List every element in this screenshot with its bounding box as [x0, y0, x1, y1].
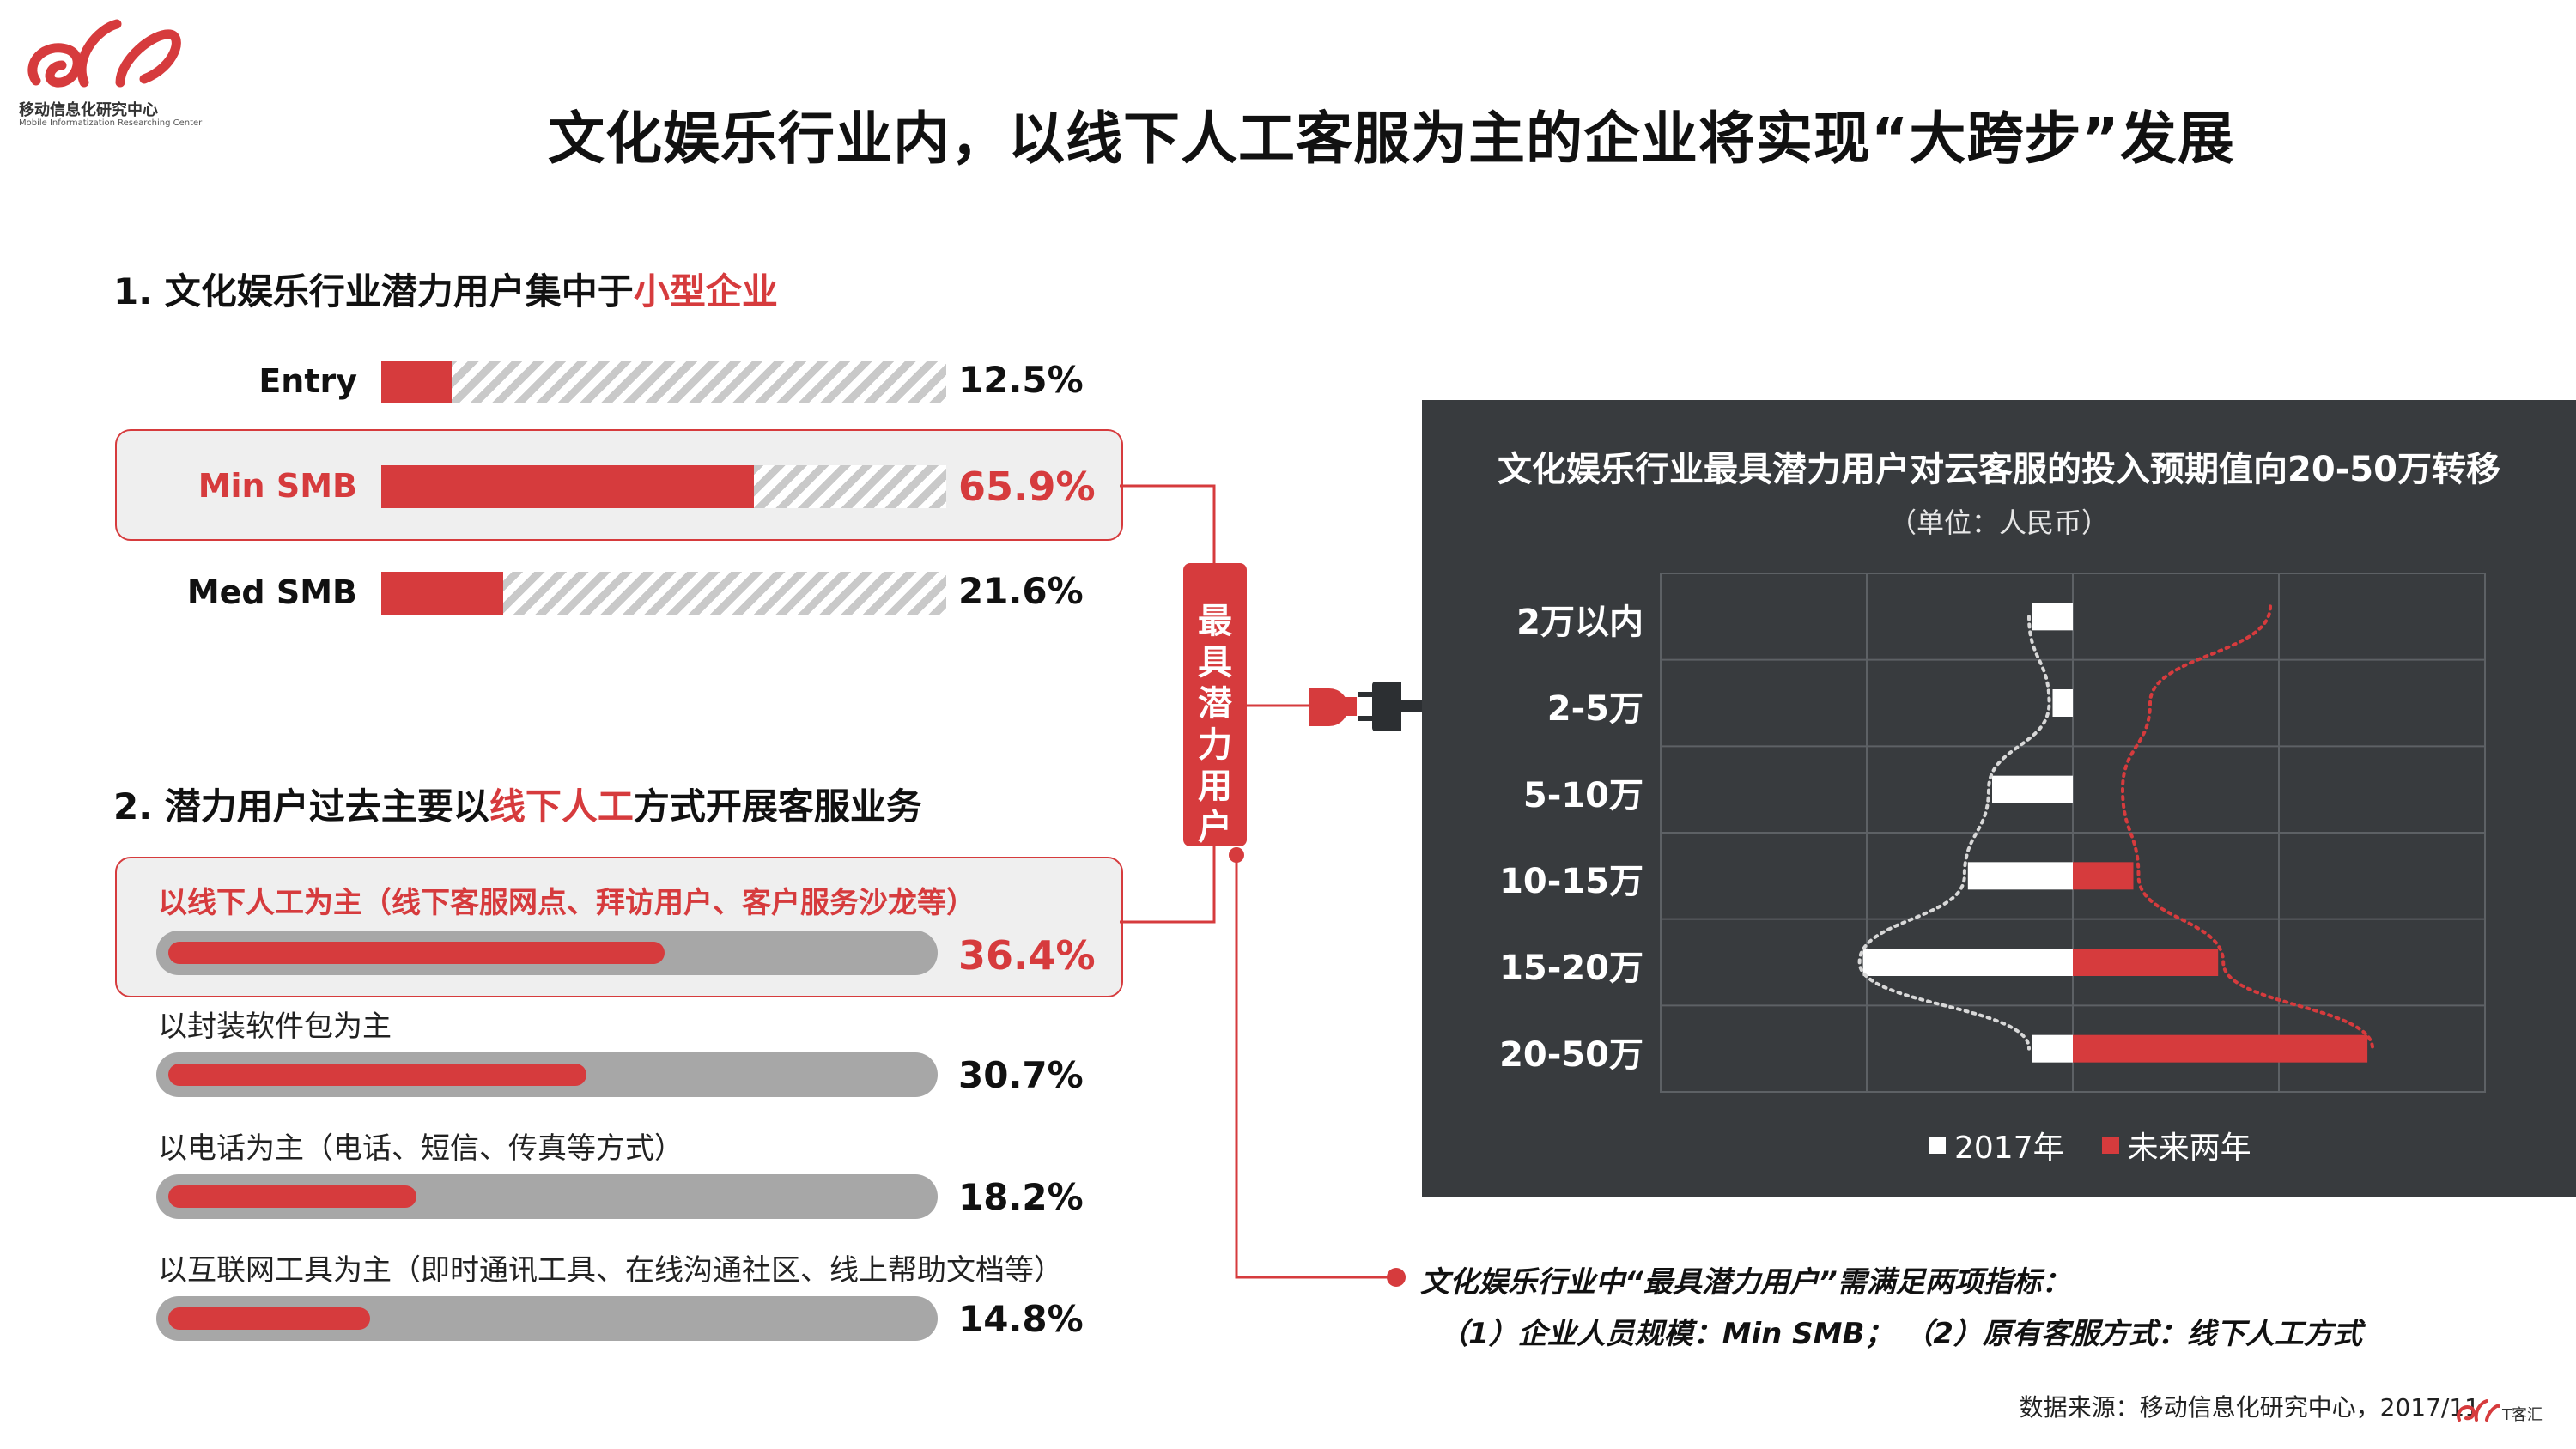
section2-bar-track	[156, 1052, 938, 1097]
section2-bar-value: 14.8%	[958, 1298, 1084, 1340]
bar-2017	[1992, 775, 2073, 803]
chart-panel: 文化娱乐行业最具潜力用户对云客服的投入预期值向20-50万转移 （单位：人民币）…	[1422, 400, 2576, 1197]
bar-2017	[1967, 862, 2073, 890]
chart-category-label: 5-10万	[1522, 775, 1643, 815]
section1-bar-track	[381, 465, 946, 508]
chart-category-label: 2-5万	[1546, 689, 1643, 729]
section1-bar-track	[381, 572, 946, 615]
section1-title-prefix: 1. 文化娱乐行业潜力用户集中于	[113, 270, 634, 312]
chart-plot	[1660, 573, 2486, 1093]
trend-2017	[1857, 615, 2051, 1051]
chart-legend: 2017年 未来两年	[1929, 1123, 2251, 1167]
bar-2017	[1862, 949, 2073, 976]
legend-item-2017: 2017年	[1929, 1123, 2064, 1167]
legend-label-future: 未来两年	[2127, 1131, 2251, 1166]
section1-bar-value: 21.6%	[958, 570, 1084, 612]
data-source: 数据来源：移动信息化研究中心，2017/11	[2019, 1393, 2480, 1422]
connector-top	[1120, 484, 1216, 565]
section2-bar-track	[156, 1296, 938, 1341]
section2-item-label: 以互联网工具为主（即时通讯工具、在线沟通社区、线上帮助文档等）	[158, 1253, 1063, 1288]
section1-bar-fill	[381, 572, 504, 615]
legend-item-future: 未来两年	[2101, 1123, 2251, 1167]
bar-2017	[2052, 689, 2073, 717]
section1-bar-track	[381, 361, 946, 403]
section2-bar-track	[156, 1174, 938, 1219]
section2-bar-value: 36.4%	[958, 932, 1096, 979]
logo-subtext: Mobile Informatization Researching Cente…	[19, 118, 203, 128]
section2-bar-track	[156, 931, 938, 975]
section1-title: 1. 文化娱乐行业潜力用户集中于小型企业	[113, 263, 778, 315]
section1-bar-fill	[381, 465, 754, 508]
section1-bar-value: 65.9%	[958, 464, 1096, 510]
section1-bar-fill	[381, 361, 453, 403]
legend-swatch-future	[2101, 1137, 2119, 1154]
potential-user-badge: 最具潜力用户	[1183, 563, 1247, 847]
connector-bottom	[1120, 845, 1216, 924]
brand-small-logo	[2457, 1399, 2500, 1422]
legend-label-2017: 2017年	[1954, 1131, 2064, 1166]
chart-category-label: 20-50万	[1499, 1034, 1643, 1075]
trend-future	[2120, 604, 2375, 1051]
section2-bar-fill	[168, 1307, 370, 1330]
bar-future	[2073, 862, 2134, 890]
chart-category-label: 2万以内	[1516, 603, 1643, 643]
section2-bar-fill	[168, 942, 665, 964]
chart-subtitle: （单位：人民币）	[1888, 506, 2109, 539]
section1-bar-label: Min SMB	[197, 467, 357, 505]
section1-bar-value: 12.5%	[958, 359, 1084, 401]
section2-bar-fill	[168, 1185, 416, 1208]
section1-title-highlight: 小型企业	[633, 270, 778, 312]
chart-title: 文化娱乐行业最具潜力用户对云客服的投入预期值向20-50万转移	[1498, 450, 2500, 489]
section2-bar-value: 18.2%	[958, 1176, 1084, 1218]
bar-2017	[2032, 1034, 2073, 1063]
brand-small: T客汇	[2502, 1406, 2543, 1424]
chart-category-label: 10-15万	[1499, 862, 1643, 902]
legend-swatch-2017	[1929, 1137, 1946, 1154]
section2-title: 2. 潜力用户过去主要以线下人工方式开展客服业务	[113, 778, 922, 830]
potential-user-badge-text: 最具潜力用户	[1198, 602, 1232, 847]
section2-item-label: 以电话为主（电话、短信、传真等方式）	[158, 1131, 683, 1166]
logo-mark	[27, 19, 181, 88]
connector-dot-note	[1387, 1268, 1406, 1287]
section2-title-highlight: 线下人工	[489, 785, 634, 828]
section2-title-suffix: 方式开展客服业务	[633, 785, 922, 828]
section2-item-label: 以封装软件包为主	[158, 1009, 392, 1044]
bar-2017	[2032, 603, 2073, 631]
section2-item-label: 以线下人工为主（线下客服网点、拜访用户、客户服务沙龙等）	[158, 886, 975, 920]
logo-text: 移动信息化研究中心	[19, 101, 158, 119]
bar-future	[2073, 1034, 2368, 1063]
section1-bar-label: Med SMB	[186, 573, 357, 611]
plug-icon	[1309, 682, 1422, 731]
page-title: 文化娱乐行业内，以线下人工客服为主的企业将实现“大跨步”发展	[548, 106, 2235, 172]
section1-bar-label: Entry	[258, 362, 357, 400]
connector-dot-top	[1229, 847, 1244, 863]
connector-note	[1235, 855, 1394, 1279]
bar-future	[2073, 949, 2219, 976]
note-line1: 文化娱乐行业中“最具潜力用户”需满足两项指标：	[1420, 1265, 2071, 1300]
chart-category-label: 15-20万	[1499, 949, 1643, 988]
section2-bar-value: 30.7%	[958, 1054, 1084, 1096]
note-line2: （1）企业人员规模：Min SMB； （2）原有客服方式：线下人工方式	[1439, 1317, 2362, 1351]
section2-title-prefix: 2. 潜力用户过去主要以	[113, 785, 489, 828]
section2-bar-fill	[168, 1064, 586, 1086]
